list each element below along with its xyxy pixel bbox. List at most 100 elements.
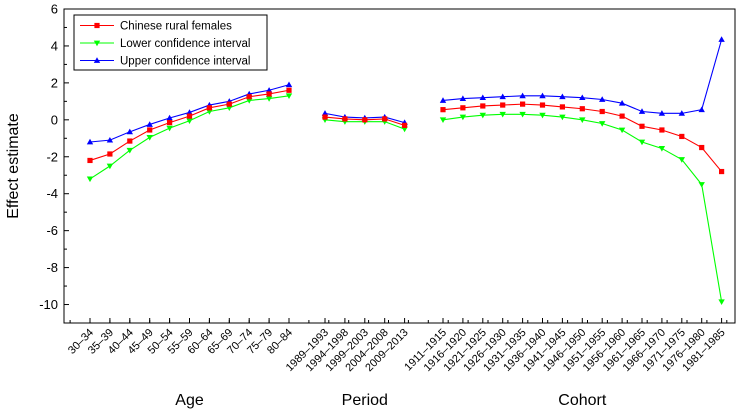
data-point-upper-cohort: [499, 93, 506, 100]
data-point-lower-cohort: [459, 114, 467, 121]
data-point-upper-cohort: [459, 95, 467, 101]
data-point-lower-cohort: [499, 111, 506, 118]
data-point-upper-cohort: [638, 108, 646, 114]
data-point-upper-cohort: [439, 97, 447, 103]
data-point-point-cohort: [559, 104, 565, 110]
data-point-point-age: [246, 94, 252, 100]
group-label-cohort: Cohort: [558, 392, 607, 409]
legend-label-upper: Upper confidence interval: [120, 56, 250, 68]
data-point-upper-cohort: [599, 96, 606, 102]
series-line-point-age: [89, 89, 290, 161]
data-point-lower-age: [285, 93, 293, 100]
legend-label-lower: Lower confidence interval: [120, 38, 250, 50]
data-point-point-age: [107, 151, 113, 157]
legend-marker-lower: [93, 40, 101, 47]
data-point-lower-cohort: [439, 117, 447, 124]
data-point-point-cohort: [679, 133, 685, 140]
data-point-lower-cohort: [638, 139, 646, 146]
data-point-upper-age: [265, 87, 273, 93]
data-point-lower-age: [186, 118, 193, 124]
data-point-upper-age: [86, 138, 94, 145]
data-point-point-age: [167, 119, 173, 126]
data-point-point-age: [127, 138, 133, 144]
data-point-lower-cohort: [539, 112, 546, 119]
data-point-point-cohort: [619, 113, 625, 119]
data-point-lower-cohort: [678, 157, 685, 163]
plot-frame: [63, 8, 736, 324]
data-point-point-age: [206, 105, 212, 111]
data-point-lower-cohort: [479, 112, 486, 119]
data-point-lower-cohort: [559, 114, 566, 121]
legend-marker-upper: [93, 57, 101, 63]
data-point-point-period: [322, 114, 328, 120]
data-point-lower-cohort: [599, 121, 606, 127]
data-point-point-age: [286, 87, 292, 93]
data-point-lower-cohort: [698, 182, 705, 188]
data-point-upper-age: [285, 81, 293, 88]
data-point-upper-age: [146, 121, 153, 127]
data-point-point-cohort: [599, 108, 605, 115]
y-tick-label: -8: [46, 260, 58, 275]
data-point-upper-age: [166, 114, 173, 121]
legend-label-point: Chinese rural females: [120, 21, 232, 33]
series-line-upper-cohort: [442, 39, 723, 114]
series-line-lower-age: [89, 95, 290, 180]
data-point-lower-cohort: [658, 146, 666, 152]
data-point-point-cohort: [719, 168, 725, 175]
y-axis-label: Effect estimate: [5, 113, 22, 219]
data-point-point-cohort: [539, 102, 546, 108]
data-point-upper-cohort: [579, 94, 586, 101]
y-tick-label: -2: [46, 149, 58, 164]
data-point-point-age: [266, 91, 272, 97]
data-point-point-cohort: [659, 127, 665, 133]
data-point-lower-age: [126, 147, 133, 154]
group-label-period: Period: [342, 392, 388, 409]
data-point-point-period: [382, 116, 388, 122]
data-point-lower-age: [166, 125, 173, 132]
data-point-upper-age: [186, 109, 193, 115]
data-point-upper-cohort: [698, 106, 705, 113]
data-point-point-age: [186, 113, 193, 119]
data-point-lower-cohort: [618, 127, 626, 134]
data-point-point-cohort: [579, 106, 585, 112]
data-point-point-cohort: [440, 107, 446, 113]
data-point-upper-cohort: [559, 93, 566, 100]
data-point-lower-age: [86, 176, 94, 183]
data-point-lower-age: [146, 134, 153, 141]
y-tick-label: -6: [46, 223, 58, 238]
y-tick-label: -10: [39, 297, 58, 312]
data-point-point-period: [342, 116, 348, 122]
data-point-point-cohort: [639, 123, 645, 129]
data-point-upper-cohort: [539, 92, 546, 99]
data-point-upper-age: [106, 136, 114, 143]
data-point-upper-cohort: [519, 92, 526, 99]
data-point-lower-cohort: [718, 299, 725, 305]
data-point-lower-age: [226, 105, 233, 112]
data-point-upper-cohort: [658, 110, 666, 116]
data-point-point-cohort: [460, 105, 466, 111]
data-point-upper-cohort: [718, 36, 725, 42]
data-point-point-cohort: [500, 102, 506, 108]
data-point-upper-period: [321, 110, 329, 116]
y-tick-label: 4: [51, 38, 58, 53]
data-point-point-period: [402, 122, 408, 128]
legend-marker-point: [94, 22, 100, 29]
data-point-lower-age: [246, 98, 253, 104]
data-point-lower-cohort: [579, 117, 586, 124]
data-point-point-cohort: [480, 103, 486, 109]
data-point-point-cohort: [699, 144, 705, 151]
y-tick-label: 6: [51, 2, 58, 17]
group-label-age: Age: [175, 392, 204, 409]
data-point-lower-period: [401, 126, 408, 133]
data-point-point-period: [362, 117, 368, 123]
data-point-point-age: [147, 127, 153, 133]
y-tick-label: 2: [51, 75, 58, 90]
data-point-lower-age: [265, 96, 273, 102]
data-point-upper-cohort: [618, 100, 626, 106]
data-point-lower-age: [206, 109, 213, 115]
data-point-upper-cohort: [678, 110, 685, 116]
y-tick-label: 0: [51, 112, 58, 127]
y-tick-label: -4: [46, 186, 58, 201]
